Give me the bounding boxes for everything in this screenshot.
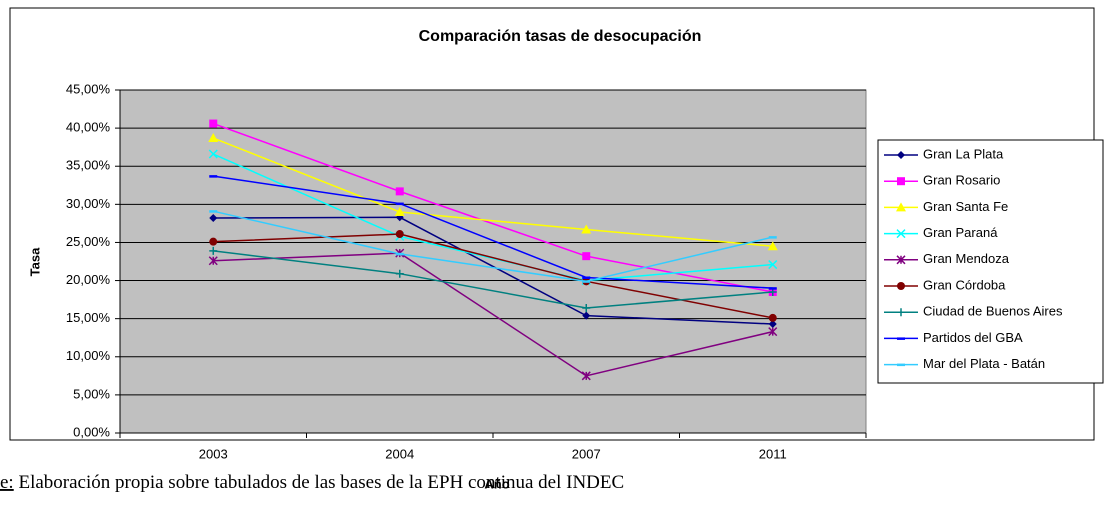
marker [582,252,591,261]
x-tick-label: 2011 [759,446,787,461]
y-tick-label: 30,00% [66,196,111,211]
y-tick-label: 35,00% [66,158,111,173]
marker [896,255,906,265]
y-axis-title: Tasa [27,247,42,276]
marker [896,202,906,212]
marker [897,151,905,159]
marker [395,269,404,278]
marker [395,252,404,256]
marker [582,303,591,312]
marker [209,246,218,255]
marker [768,327,778,337]
x-tick-label: 2004 [385,446,414,461]
y-tick-label: 20,00% [66,272,111,287]
marker [896,229,906,239]
legend-label: Gran Mendoza [923,251,1010,266]
series-line [212,122,773,293]
marker [581,224,592,234]
series-line [213,216,773,325]
marker [897,177,905,186]
legend-label: Gran La Plata [923,146,1004,161]
x-tick-label: 2007 [572,446,601,461]
marker [395,230,404,239]
legend-label: Gran Santa Fe [923,199,1008,214]
series-line [213,175,773,289]
marker [209,175,218,178]
y-tick-label: 15,00% [66,310,111,325]
marker [768,260,778,270]
marker [768,313,777,322]
marker [582,280,591,283]
marker [767,241,778,251]
marker [208,256,218,266]
marker [582,276,591,280]
marker [581,371,591,381]
marker [897,337,905,340]
legend-label: Gran Paraná [923,225,998,240]
marker [209,214,218,223]
series-line [213,250,773,309]
marker [768,236,777,239]
x-axis-title: Año [484,476,509,491]
marker [208,149,218,159]
source-text: Elaboración propia sobre tabulados de la… [14,472,624,493]
marker [897,282,905,290]
legend-label: Partidos del GBA [923,330,1023,345]
marker [768,287,777,290]
y-tick-label: 5,00% [73,386,110,401]
marker [209,237,218,246]
marker [395,187,404,196]
marker [897,308,905,317]
series-line [212,137,773,248]
series-line [213,210,773,283]
marker [209,210,218,213]
marker [768,320,777,329]
marker [897,363,905,367]
marker [395,202,404,206]
y-tick-label: 10,00% [66,348,111,363]
x-tick-label: 2003 [199,446,228,461]
y-tick-label: 40,00% [66,120,111,135]
marker [208,133,219,143]
y-tick-label: 45,00% [66,81,111,96]
y-tick-label: 25,00% [66,234,111,249]
plot-area [119,89,867,434]
marker [209,119,218,128]
marker [394,206,405,216]
y-tick-label: 0,00% [73,424,110,439]
legend-label: Gran Rosario [923,173,1000,188]
source-note: e: Elaboración propia sobre tabulados de… [0,472,624,493]
source-prefix: e: [0,472,14,493]
legend-label: Mar del Plata - Batán [923,356,1045,371]
series-line [213,252,773,377]
legend-label: Ciudad de Buenos Aires [923,304,1063,319]
legend-label: Gran Córdoba [923,277,1006,292]
marker [582,311,591,320]
chart-title: Comparación tasas de desocupación [419,28,702,45]
